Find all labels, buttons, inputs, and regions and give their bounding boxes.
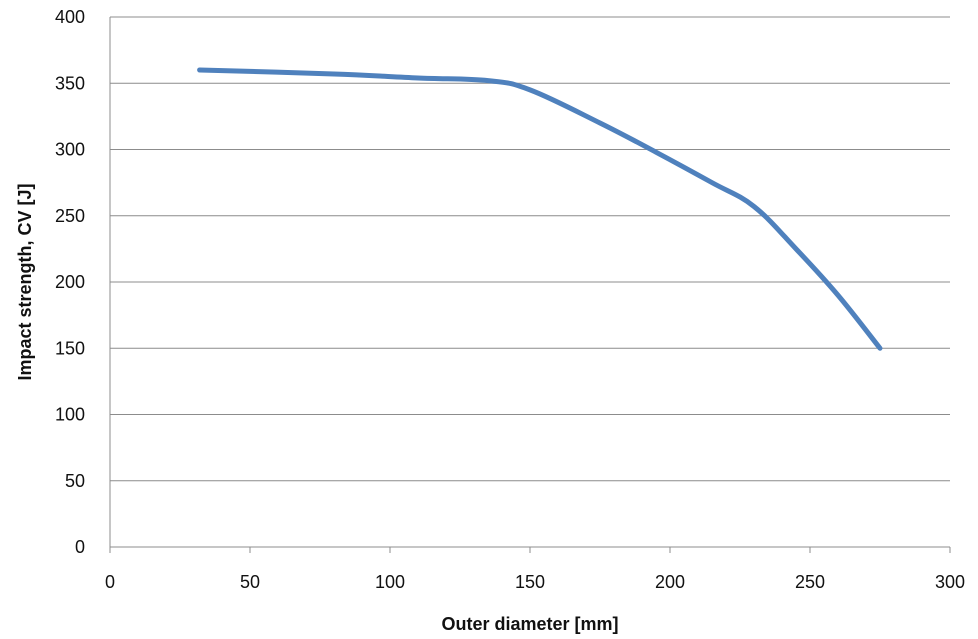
x-axis-title: Outer diameter [mm] [441, 614, 618, 634]
x-tick-label: 250 [795, 572, 825, 592]
y-tick-label: 50 [65, 471, 85, 491]
x-tick-label: 0 [105, 572, 115, 592]
y-tick-label: 100 [55, 405, 85, 425]
x-tick-labels: 0 50 100 150 200 250 300 [105, 572, 965, 592]
y-tick-label: 250 [55, 206, 85, 226]
y-tick-label: 300 [55, 140, 85, 160]
y-axis-title: Impact strength, CV [J] [15, 183, 35, 380]
x-tick-label: 50 [240, 572, 260, 592]
y-tick-label: 350 [55, 73, 85, 93]
y-tick-label: 150 [55, 338, 85, 358]
series-line-0 [197, 67, 883, 351]
x-tick-label: 100 [375, 572, 405, 592]
axes [109, 17, 951, 553]
x-tick-label: 300 [935, 572, 965, 592]
x-tick-label: 200 [655, 572, 685, 592]
y-tick-label: 400 [55, 7, 85, 27]
x-tick-label: 150 [515, 572, 545, 592]
y-tick-labels: 0 50 100 150 200 250 300 350 400 [55, 7, 85, 557]
y-tick-label: 0 [75, 537, 85, 557]
series-layer [197, 67, 883, 351]
grid-lines [110, 16, 950, 482]
y-tick-label: 200 [55, 272, 85, 292]
